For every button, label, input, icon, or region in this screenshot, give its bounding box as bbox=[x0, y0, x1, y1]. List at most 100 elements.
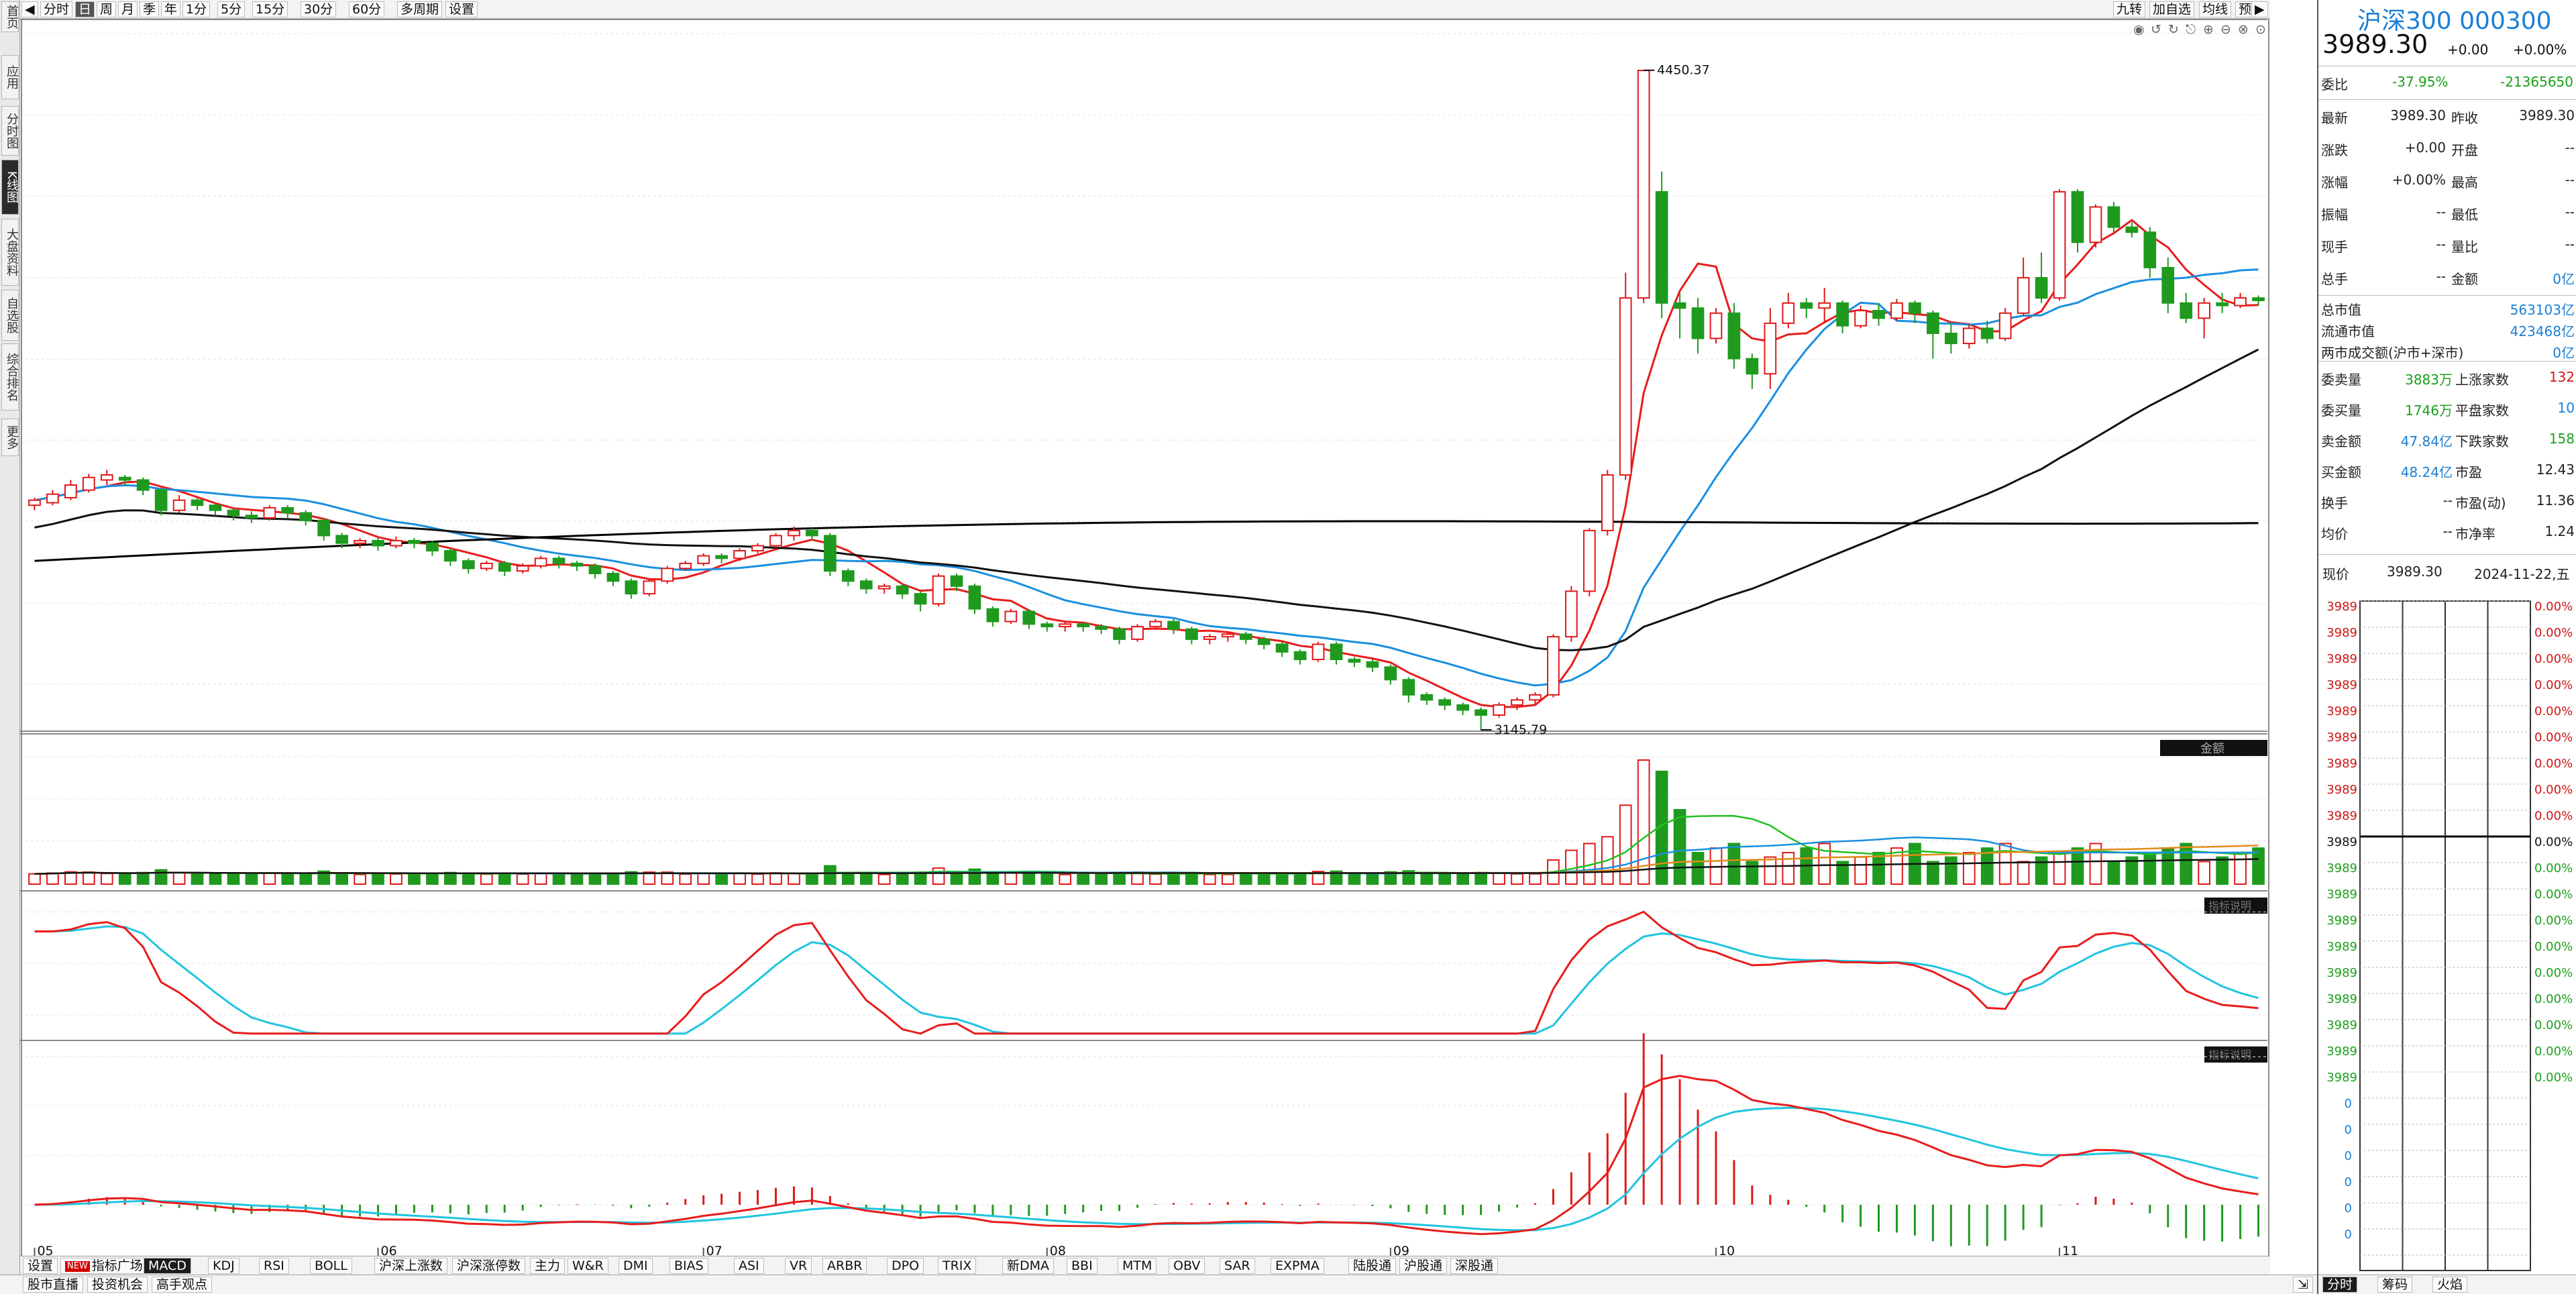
indicator-tab-1[interactable]: NEW 指标广场 bbox=[60, 1258, 148, 1274]
x-axis-month: 05 bbox=[37, 1244, 53, 1256]
kline-chart-area[interactable]: 4523436242024040387937193559339632364450… bbox=[20, 19, 2270, 1260]
indicator-tab-24[interactable]: 沪股通 bbox=[1399, 1258, 1448, 1274]
kline-svg[interactable]: 4523436242024040387937193559339632364450… bbox=[20, 19, 2270, 1256]
chart-tool-icon[interactable]: ⊕ bbox=[2203, 22, 2214, 37]
candle bbox=[1456, 702, 1470, 715]
right-bottom-tab-1[interactable]: 筹码 bbox=[2377, 1277, 2413, 1293]
next-arrow-icon[interactable]: ▶ bbox=[2251, 1, 2268, 17]
sidebar-item-1[interactable]: 应用 bbox=[1, 55, 19, 99]
indicator-tab-7[interactable]: 沪深涨停数 bbox=[452, 1258, 526, 1274]
indicator-tab-2[interactable]: MACD bbox=[144, 1258, 191, 1274]
candle bbox=[1782, 292, 1795, 329]
indicator-tab-3[interactable]: KDJ bbox=[208, 1258, 239, 1274]
sidebar-item-2[interactable]: 分时图 bbox=[1, 106, 19, 156]
chart-tool-icon[interactable]: ⊗ bbox=[2238, 22, 2249, 37]
grid-pct-label: 0.00% bbox=[2534, 1018, 2573, 1032]
indicator-tab-23[interactable]: 陆股通 bbox=[1348, 1258, 1397, 1274]
indicator-tab-25[interactable]: 深股通 bbox=[1450, 1258, 1499, 1274]
period-tab-1[interactable]: 日 bbox=[75, 1, 95, 17]
indicator-tab-12[interactable]: ASI bbox=[734, 1258, 764, 1274]
indicator-tab-14[interactable]: ARBR bbox=[822, 1258, 867, 1274]
period-tab-6[interactable]: 1分 bbox=[182, 1, 211, 17]
period-tab-0[interactable]: 分时 bbox=[40, 1, 73, 17]
sidebar-item-5[interactable]: 自选股 bbox=[1, 290, 19, 341]
indicator-tab-10[interactable]: DMI bbox=[619, 1258, 653, 1274]
now-date: 2024-11-22,五 bbox=[2474, 566, 2570, 582]
indicator-tab-21[interactable]: SAR bbox=[1220, 1258, 1255, 1274]
period-tab-10[interactable]: 60分 bbox=[349, 1, 385, 17]
bottom-tab-1[interactable]: 投资机会 bbox=[87, 1277, 148, 1293]
quote-label: 现手 bbox=[2321, 239, 2348, 255]
volume-tag[interactable] bbox=[2160, 740, 2267, 756]
sidebar-item-7[interactable]: 更多 bbox=[1, 419, 19, 456]
period-tab-7[interactable]: 5分 bbox=[217, 1, 246, 17]
top-right-tab-2[interactable]: 均线 bbox=[2199, 1, 2232, 17]
sidebar-item-3[interactable]: K线图 bbox=[1, 160, 19, 215]
period-tab-9[interactable]: 30分 bbox=[301, 1, 337, 17]
indicator-tab-16[interactable]: TRIX bbox=[938, 1258, 977, 1274]
macd-info-tag[interactable] bbox=[2204, 1046, 2267, 1063]
expand-arrow-icon[interactable]: ⇲ bbox=[2293, 1277, 2313, 1293]
indicator-tab-15[interactable]: DPO bbox=[887, 1258, 924, 1274]
period-tab-3[interactable]: 月 bbox=[118, 1, 138, 17]
candle bbox=[806, 528, 818, 541]
candle bbox=[896, 584, 909, 599]
volume-bar bbox=[2107, 861, 2121, 885]
period-tab-8[interactable]: 15分 bbox=[252, 1, 288, 17]
right-bottom-tab-0[interactable]: 分时 bbox=[2322, 1277, 2358, 1293]
chart-tool-icon[interactable]: ◉ bbox=[2133, 22, 2145, 37]
indicator-tab-19[interactable]: MTM bbox=[1118, 1258, 1157, 1274]
stat-row: 委买量 1746万 平盘家数 10 bbox=[2318, 393, 2576, 424]
sidebar-item-6[interactable]: 综合排名 bbox=[1, 343, 19, 411]
quote-value: +0.00 bbox=[2404, 140, 2446, 156]
volume-bar bbox=[408, 873, 421, 885]
chart-tool-icon[interactable]: ⊖ bbox=[2220, 22, 2231, 37]
chart-tool-icon[interactable]: ⊙ bbox=[2255, 22, 2266, 37]
indicator-tab-22[interactable]: EXPMA bbox=[1271, 1258, 1324, 1274]
period-tab-2[interactable]: 周 bbox=[97, 1, 117, 17]
bottom-tab-2[interactable]: 高手观点 bbox=[152, 1277, 213, 1293]
candle bbox=[1095, 624, 1108, 635]
top-right-tab-0[interactable]: 九转 bbox=[2113, 1, 2146, 17]
stat-value: 48.24亿 bbox=[2400, 464, 2453, 480]
bottom-tab-0[interactable]: 股市直播 bbox=[23, 1277, 84, 1293]
volume-bar bbox=[1691, 851, 1705, 885]
x-axis-month: 08 bbox=[1050, 1244, 1066, 1256]
indicator-tab-6[interactable]: 沪深上涨数 bbox=[374, 1258, 448, 1274]
indicator-tab-20[interactable]: OBV bbox=[1169, 1258, 1205, 1274]
candle bbox=[317, 518, 331, 541]
indicator-tab-13[interactable]: VR bbox=[785, 1258, 812, 1274]
quote-value: -- bbox=[2436, 236, 2446, 252]
indicator-tab-9[interactable]: W&R bbox=[568, 1258, 608, 1274]
right-bottom-tab-2[interactable]: 火焰 bbox=[2432, 1277, 2468, 1293]
indicator-tab-18[interactable]: BBI bbox=[1067, 1258, 1097, 1274]
chart-tool-icon[interactable]: ↻ bbox=[2168, 22, 2179, 37]
chart-tool-icon[interactable]: ↺ bbox=[2151, 22, 2161, 37]
top-right-tab-1[interactable]: 加自选 bbox=[2149, 1, 2195, 17]
indicator-tab-4[interactable]: RSI bbox=[259, 1258, 289, 1274]
period-tab-11[interactable]: 多周期 bbox=[397, 1, 443, 17]
chart-tool-icons[interactable]: ◉ ↺ ↻ ⎋ ⊕ ⊖ ⊗ ⊙ bbox=[2133, 22, 2266, 37]
candle bbox=[968, 584, 981, 614]
volume-bar bbox=[588, 872, 602, 885]
indicator-tab-8[interactable]: 主力 bbox=[530, 1258, 566, 1274]
indicator-tab-11[interactable]: BIAS bbox=[669, 1258, 708, 1274]
prev-arrow-icon[interactable]: ◀ bbox=[21, 1, 38, 17]
sidebar-item-0[interactable]: 首页 bbox=[1, 1, 19, 32]
candle bbox=[2089, 204, 2102, 248]
grid-zero-label: 0 bbox=[2345, 1175, 2352, 1189]
indicator-tab-17[interactable]: 新DMA bbox=[1002, 1258, 1055, 1274]
chart-tool-icon[interactable]: ⎋ bbox=[2186, 22, 2196, 37]
quote-value: -- bbox=[2565, 172, 2575, 188]
grid-price-label: 3989 bbox=[2326, 1071, 2357, 1085]
volume-bar bbox=[2053, 851, 2066, 885]
volume-bar bbox=[1529, 873, 1542, 885]
sidebar-item-4[interactable]: 大盘资料 bbox=[1, 219, 19, 286]
kdj-info-tag[interactable] bbox=[2204, 898, 2267, 914]
x-axis-month: 10 bbox=[1719, 1244, 1735, 1256]
indicator-tab-5[interactable]: BOLL bbox=[310, 1258, 352, 1274]
period-tab-4[interactable]: 季 bbox=[140, 1, 160, 17]
indicator-tab-0[interactable]: 设置 bbox=[23, 1258, 58, 1274]
period-tab-12[interactable]: 设置 bbox=[445, 1, 478, 17]
period-tab-5[interactable]: 年 bbox=[161, 1, 181, 17]
